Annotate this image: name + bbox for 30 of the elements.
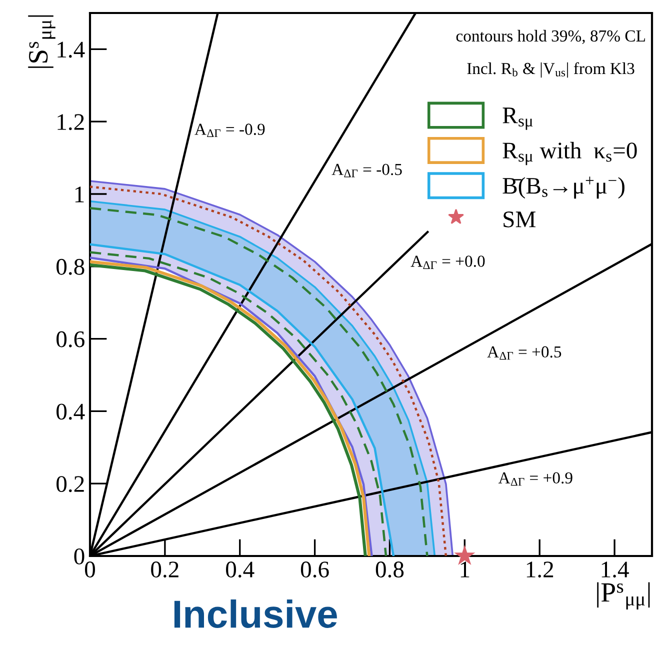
annotation: A$_{ΔΓ}$ = +0.9 [498, 472, 572, 486]
x-tick-label: 0.2 [151, 562, 178, 578]
y-tick-label: 1.4 [58, 42, 85, 58]
y-tick-label: 0.2 [56, 476, 84, 492]
x-tick-label: 0.8 [376, 562, 404, 578]
text: Inclusive [174, 599, 337, 628]
y-tick-label: 0.8 [56, 258, 84, 275]
annotation: A$_{ΔΓ}$ = -0.5 [332, 164, 402, 178]
x-tick-label: 1.4 [602, 562, 629, 578]
x-tick-label: 1 [460, 562, 470, 578]
annotation: contours hold 39%, 87% CL [456, 30, 645, 44]
legend-label: R$_{sμ}$ with κ$_{s}$=0 [502, 142, 637, 166]
x-axis-title: |P$^{s}$$_{μμ}$| [597, 582, 650, 610]
x-tick-label: 1.2 [526, 562, 554, 578]
y-tick-label: 0.6 [56, 331, 84, 348]
y-tick-label: 0 [74, 548, 84, 564]
legend-label: SM [504, 212, 536, 228]
y-tick-label: 0.4 [56, 404, 85, 420]
legend-label: B̄(B$_{s}$→μ$^{+}$μ$^{−}$) [502, 176, 624, 199]
y-tick-label: 1.2 [58, 114, 84, 130]
x-tick-label: 0.4 [226, 562, 254, 578]
x-tick-label: 0 [84, 562, 96, 578]
annotation: A$_{ΔΓ}$ = +0.0 [410, 256, 485, 269]
y-axis-title: |S$^{s}$$_{μμ}$| [28, 15, 56, 68]
annotation: A$_{ΔΓ}$ = +0.5 [487, 346, 562, 360]
x-tick-label: 0.6 [300, 562, 329, 578]
y-tick-label: 1 [75, 186, 84, 202]
annotation: Incl. R$_{b}$ & |V$_{us}$| from Kl3 [467, 62, 634, 78]
annotation: A$_{ΔΓ}$ = -0.9 [194, 124, 265, 138]
legend-label: R$_{sμ}$ [502, 108, 533, 130]
